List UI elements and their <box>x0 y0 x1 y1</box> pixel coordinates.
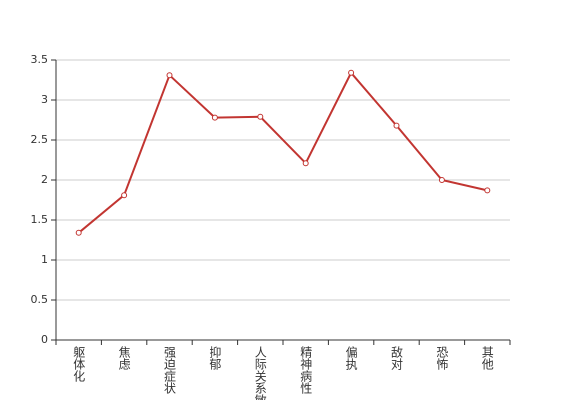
point <box>75 229 82 236</box>
point <box>484 187 491 194</box>
y-tick-label: 0 <box>41 333 48 346</box>
x-tick-label: 恐怖 <box>435 346 449 370</box>
x-tick-label: 躯体化 <box>72 345 86 383</box>
point <box>302 160 309 167</box>
y-tick-label: 1 <box>41 253 48 266</box>
x-tick-label: 精神病性 <box>299 346 313 395</box>
y-tick-label: 3.5 <box>31 53 49 66</box>
point <box>257 113 264 120</box>
x-tick-label: 其他 <box>480 346 494 370</box>
x-tick-label: 人际关系敏感 <box>253 346 267 400</box>
x-tick-label: 偏执 <box>344 345 358 371</box>
point <box>166 72 173 79</box>
y-tick-label: 3 <box>41 93 48 106</box>
y-tick-label: 2.5 <box>31 133 49 146</box>
x-tick-label: 焦虑 <box>117 346 131 370</box>
y-tick-label: 0.5 <box>31 293 49 306</box>
x-tick-label: 强迫症状 <box>163 346 177 394</box>
point <box>211 114 218 121</box>
x-tick-label: 抑郁 <box>208 345 222 371</box>
y-tick-label: 2 <box>41 173 48 186</box>
point <box>438 177 445 183</box>
x-tick-label: 敌对 <box>390 345 404 370</box>
y-tick-label: 1.5 <box>31 213 49 226</box>
point <box>393 122 400 129</box>
point <box>121 192 128 199</box>
line <box>78 71 488 234</box>
point <box>348 69 355 76</box>
